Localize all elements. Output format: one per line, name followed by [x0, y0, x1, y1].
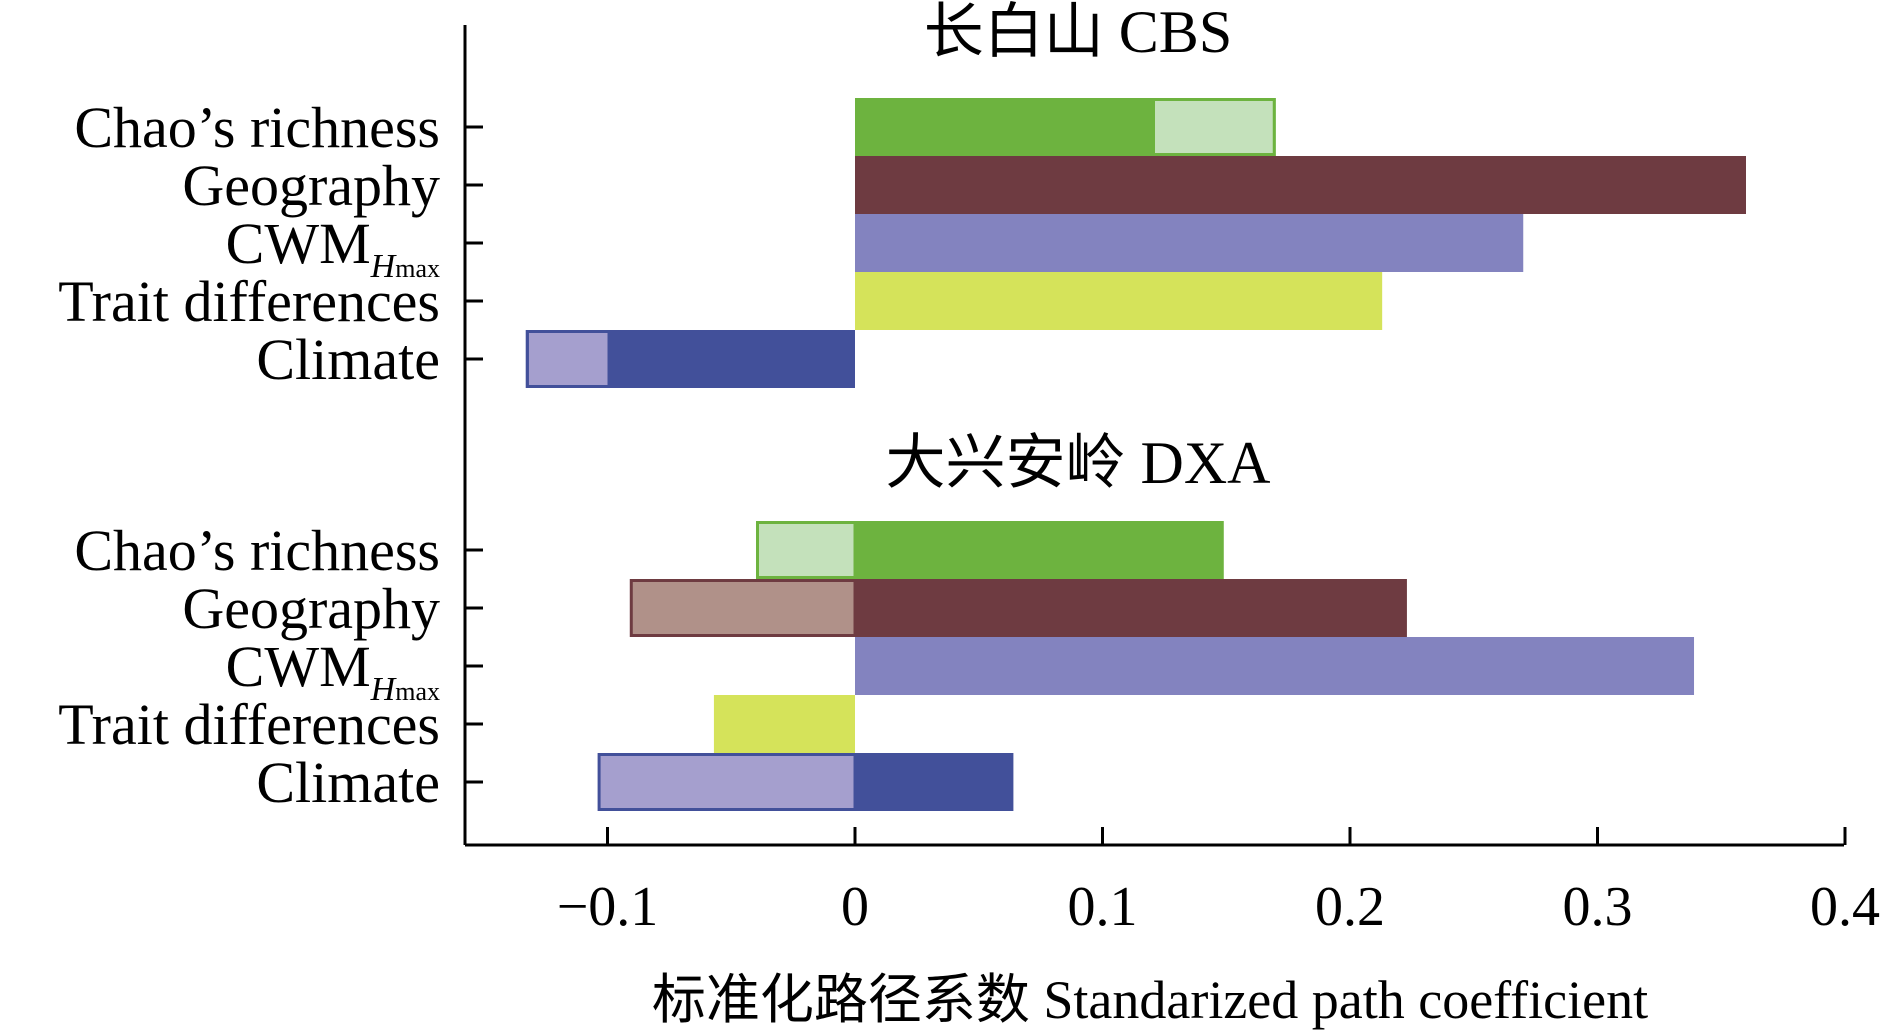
bar-cbs-trait-differences — [855, 272, 1383, 330]
ticks-layer — [465, 125, 1847, 845]
x-tick-label-2: 0.1 — [1068, 876, 1138, 938]
panel-title-cbs: 长白山 CBS — [924, 0, 1232, 65]
bar-dxa-chao-s-richness — [855, 521, 1224, 579]
category-label-cbs-chao-s-richness: Chao’s richness — [74, 95, 440, 160]
bar-dxa-cwm — [855, 637, 1695, 695]
category-label-cbs-trait-differences: Trait differences — [58, 269, 440, 334]
x-tick-label-5: 0.4 — [1810, 876, 1880, 938]
bar-cbs-geography — [855, 156, 1746, 214]
x-axis-title: 标准化路径系数 Standarized path coefficient — [652, 970, 1648, 1030]
bar-outline-cbs-chao-s-richness — [855, 98, 1276, 156]
bar-dxa-trait-differences — [713, 695, 855, 753]
bar-outline-cbs-climate — [525, 330, 855, 388]
bar-segment-cbs-chao-s-richness — [1155, 101, 1276, 153]
bar-neg-dxa-geography — [629, 579, 857, 637]
bar-dxa-geography — [855, 579, 1407, 637]
bar-neg-dxa-climate — [597, 753, 857, 811]
x-tick-label-1: 0 — [841, 876, 869, 938]
bar-segment-cbs-climate — [528, 333, 608, 385]
bar-cbs-cwm — [855, 214, 1524, 272]
bar-neg-dxa-chao-s-richness — [756, 521, 857, 579]
x-tick-label-4: 0.3 — [1563, 876, 1633, 938]
category-label-dxa-geography: Geography — [182, 576, 440, 641]
category-label-cbs-climate: Climate — [256, 327, 440, 392]
category-label-cbs-geography: Geography — [182, 153, 440, 218]
panel-title-dxa: 大兴安岭 DXA — [886, 430, 1271, 496]
x-tick-label-0: −0.1 — [557, 876, 659, 938]
category-label-dxa-climate: Climate — [256, 750, 440, 815]
category-label-dxa-chao-s-richness: Chao’s richness — [74, 518, 440, 583]
category-label-dxa-trait-differences: Trait differences — [58, 692, 440, 757]
bar-dxa-climate — [855, 753, 1014, 811]
bars-layer — [525, 98, 1746, 811]
x-tick-label-3: 0.2 — [1315, 876, 1385, 938]
